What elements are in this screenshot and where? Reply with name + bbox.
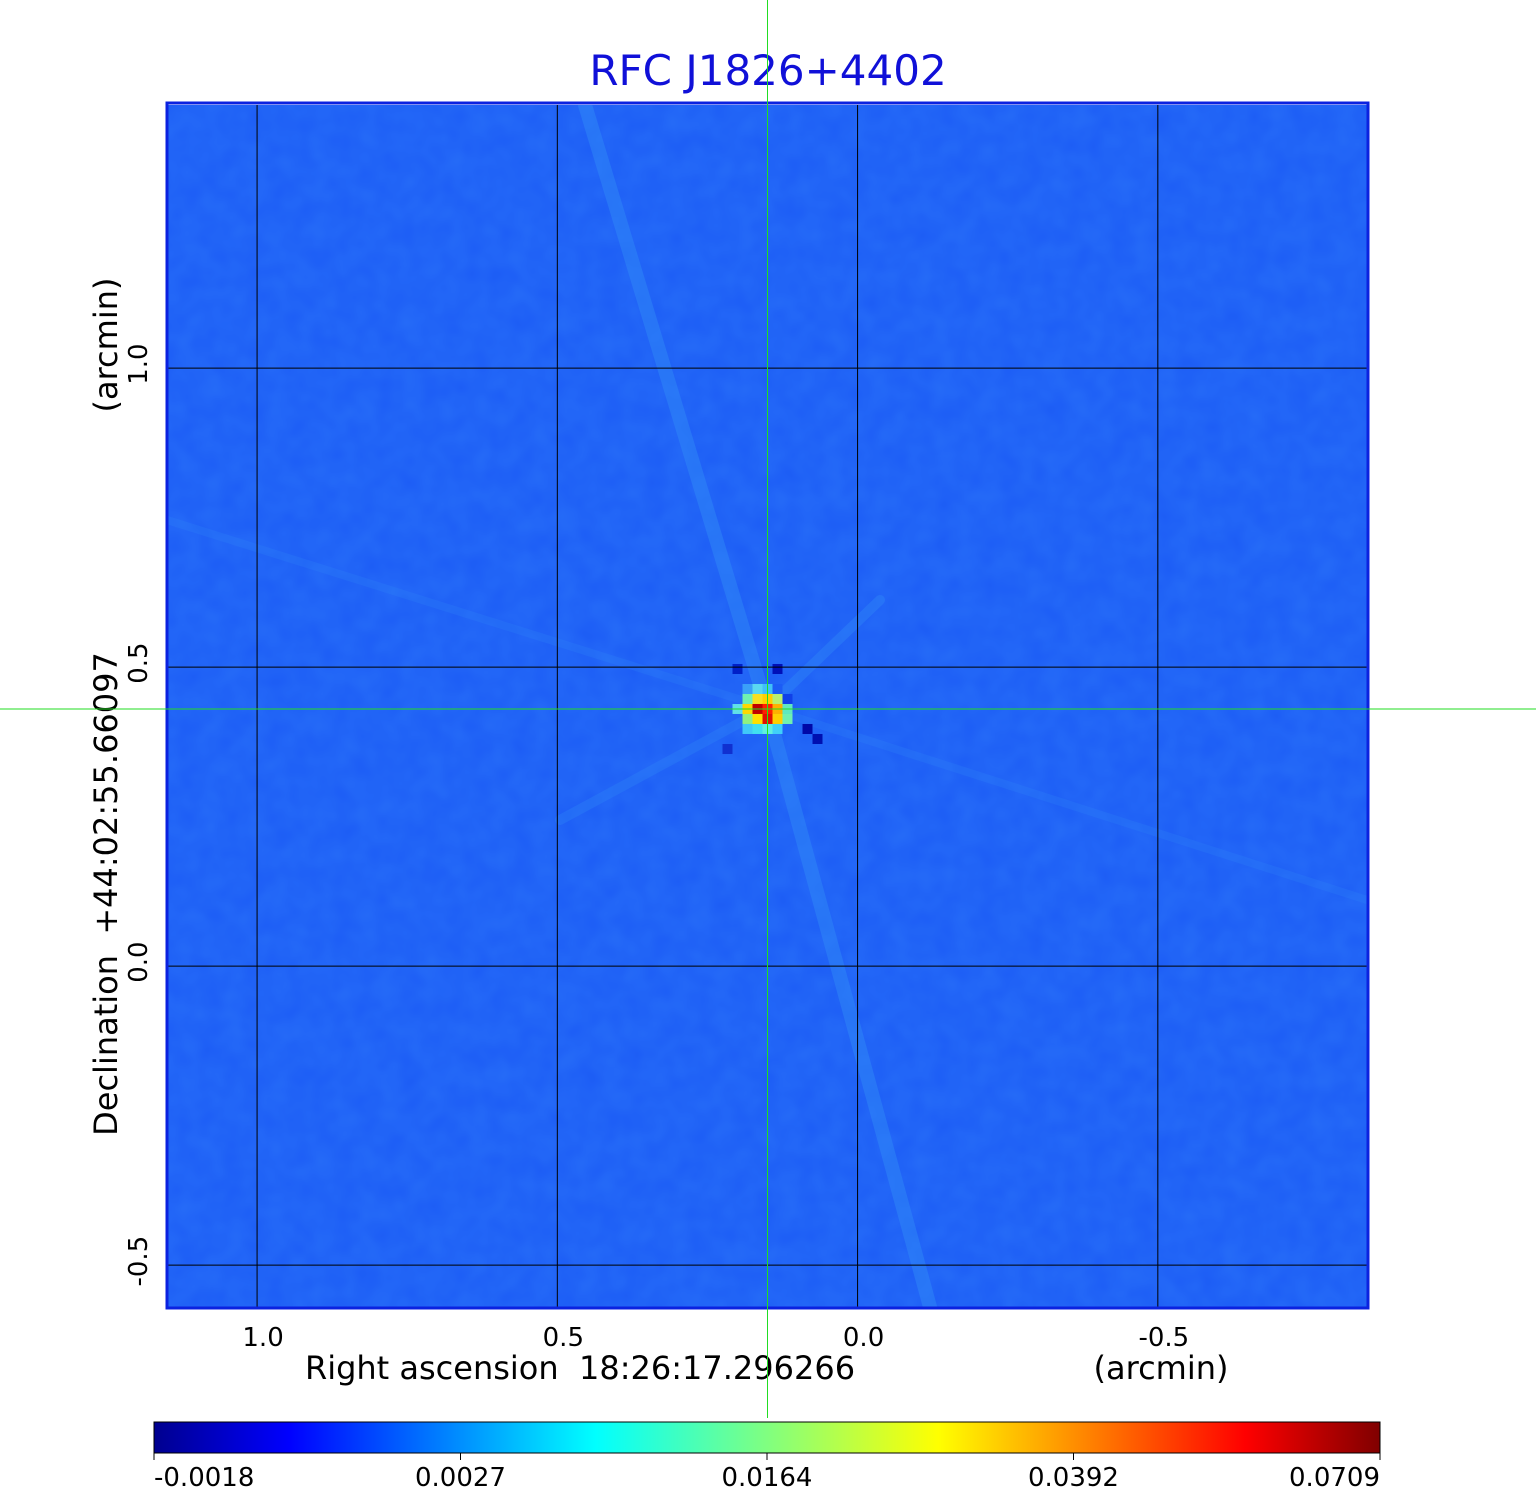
colorbar-tick-label: 0.0164 <box>722 1463 813 1493</box>
x-tick-label: 0.5 <box>543 1323 584 1353</box>
source-pixel <box>772 663 783 674</box>
source-pixel <box>732 663 743 674</box>
colorbar <box>153 1421 1381 1454</box>
source-pixel <box>772 713 783 724</box>
source-pixel <box>742 693 753 704</box>
source-pixel <box>782 693 793 704</box>
source-pixel <box>802 723 813 734</box>
source-pixel <box>752 693 763 704</box>
source-pixel <box>772 683 783 694</box>
y-tick-label: 0.0 <box>124 941 154 982</box>
source-pixel <box>812 733 823 744</box>
x-tick-labels: 1.0 0.5 0.0 -0.5 <box>242 1323 1189 1353</box>
x-axis-unit: (arcmin) <box>1094 1349 1229 1387</box>
colorbar-tick-labels: -0.0018 0.0027 0.0164 0.0392 0.0709 <box>153 1453 1381 1493</box>
x-tick-label: 0.0 <box>843 1323 884 1353</box>
crosshair <box>0 0 1536 1418</box>
source-pixel <box>752 713 763 724</box>
y-axis-label: Declination +44:02:55.66097 <box>87 652 125 1136</box>
colorbar-tick-label: -0.0018 <box>154 1463 254 1493</box>
colorbar-tick-label: 0.0709 <box>1289 1463 1380 1493</box>
y-tick-label: -0.5 <box>124 1236 154 1287</box>
y-tick-labels: -0.5 0.0 0.5 1.0 <box>124 343 154 1286</box>
source-pixel <box>752 683 763 694</box>
source-pixel <box>752 723 763 734</box>
source-pixel <box>742 683 753 694</box>
source-pixel <box>772 693 783 704</box>
y-tick-label: 1.0 <box>124 343 154 384</box>
source-pixel <box>782 713 793 724</box>
source-pixel <box>772 723 783 734</box>
sidelobe-streaks <box>167 105 1368 1307</box>
x-tick-label: -0.5 <box>1138 1323 1189 1353</box>
y-axis-unit: (arcmin) <box>87 278 125 413</box>
source-pixel <box>722 743 733 754</box>
colorbar-tick-label: 0.0027 <box>415 1463 506 1493</box>
colorbar-tick-label: 0.0392 <box>1028 1463 1119 1493</box>
y-tick-label: 0.5 <box>124 642 154 683</box>
source-pixel <box>742 713 753 724</box>
source-pixel <box>742 723 753 734</box>
x-axis-label: Right ascension 18:26:17.296266 <box>305 1349 855 1387</box>
x-tick-label: 1.0 <box>242 1323 283 1353</box>
